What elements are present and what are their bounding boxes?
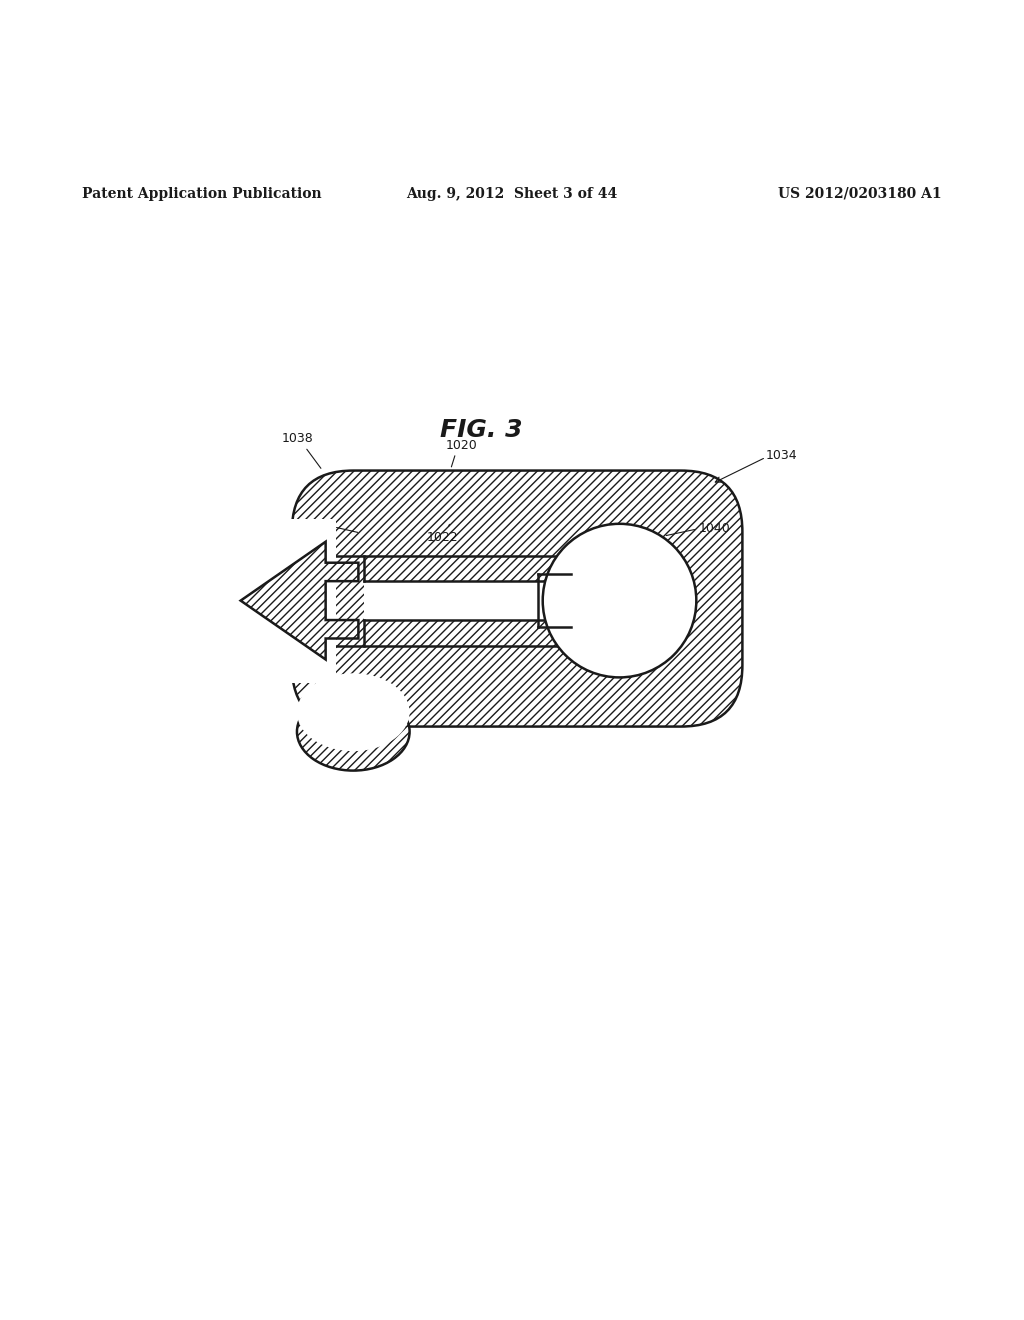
Text: 1020: 1020 xyxy=(445,440,477,453)
Text: 1022: 1022 xyxy=(427,531,458,544)
Text: 1034: 1034 xyxy=(766,449,798,462)
Polygon shape xyxy=(184,519,336,682)
Bar xyxy=(364,581,643,620)
Text: 1036: 1036 xyxy=(301,519,333,532)
Text: 1040: 1040 xyxy=(698,523,730,536)
Circle shape xyxy=(543,524,696,677)
Text: US 2012/0203180 A1: US 2012/0203180 A1 xyxy=(778,187,942,201)
Ellipse shape xyxy=(297,693,410,771)
Bar xyxy=(604,574,648,627)
Bar xyxy=(323,556,643,645)
Bar xyxy=(323,556,643,645)
Polygon shape xyxy=(241,541,358,660)
Text: 1018: 1018 xyxy=(214,583,246,597)
Text: Aug. 9, 2012  Sheet 3 of 44: Aug. 9, 2012 Sheet 3 of 44 xyxy=(407,187,617,201)
FancyBboxPatch shape xyxy=(292,470,742,726)
Text: FIG. 3: FIG. 3 xyxy=(440,417,522,442)
Text: Patent Application Publication: Patent Application Publication xyxy=(82,187,322,201)
Ellipse shape xyxy=(297,673,410,751)
Text: 1038: 1038 xyxy=(282,432,313,445)
Circle shape xyxy=(543,524,696,677)
